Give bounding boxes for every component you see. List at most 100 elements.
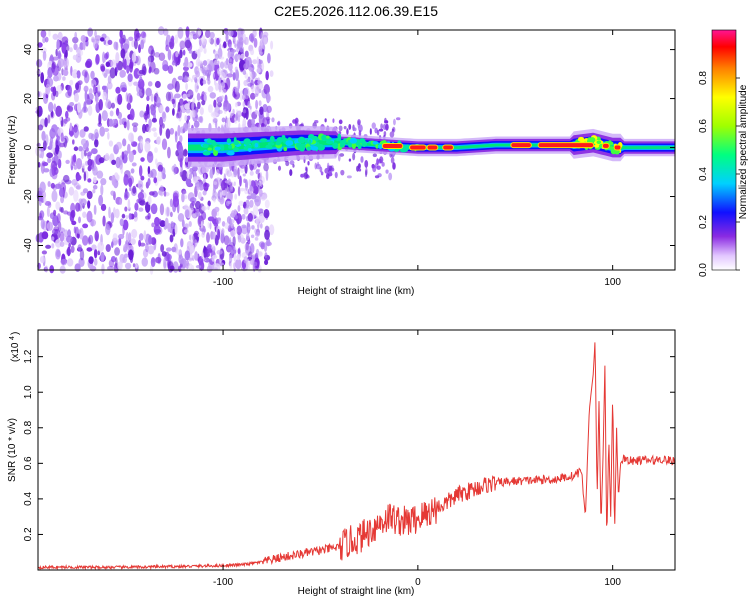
spectrogram-noise-mark: [216, 249, 223, 255]
spectrogram-noise-mark: [63, 58, 68, 66]
spectrogram-noise-mark: [231, 173, 235, 178]
spectrogram-noise-mark: [224, 222, 230, 230]
spectrogram-noise-mark: [253, 93, 259, 97]
spectrogram-noise-mark: [338, 119, 343, 125]
spectrogram-noise-mark: [82, 235, 89, 246]
spectrogram-noise-mark: [115, 60, 119, 73]
spectrogram-noise-mark: [258, 45, 262, 54]
spectrogram-noise-mark: [154, 228, 162, 234]
spectrogram-noise-mark: [358, 163, 361, 169]
spectrogram-noise-mark: [241, 224, 247, 229]
spectrogram-noise-mark: [154, 80, 161, 88]
spectrogram-noise-mark: [106, 81, 113, 90]
spectrogram-noise-mark: [54, 183, 62, 190]
spectrogram-noise-mark: [75, 202, 81, 212]
spectrogram-noise-mark: [48, 60, 53, 66]
spectrogram-noise-mark: [201, 91, 207, 95]
spectrogram-noise-mark: [385, 123, 389, 131]
spectrogram-noise-mark: [98, 194, 104, 206]
spectrogram-noise-mark: [247, 212, 253, 222]
colorbar-ticks: 0.0 0.2 0.4 0.6 0.8: [698, 71, 740, 277]
spectrogram-noise-mark: [376, 158, 380, 166]
spectrogram-noise-mark: [93, 38, 98, 49]
snr-y-tick-label: 0.4: [23, 492, 34, 506]
spectrogram-noise-mark: [61, 36, 69, 45]
spectrogram-noise-mark: [207, 85, 214, 93]
spectrogram-noise-mark: [223, 108, 227, 115]
spectrogram-noise-mark: [188, 173, 193, 180]
spectrogram-noise-mark: [117, 93, 123, 105]
snr-x-label: Height of straight line (km): [298, 586, 415, 597]
spectrogram-noise-mark: [117, 233, 125, 240]
spectrogram-noise-mark: [234, 88, 239, 93]
spectrogram-noise-mark: [55, 201, 61, 210]
spectrogram-noise-mark: [193, 171, 196, 178]
spectrogram-noise-mark: [314, 162, 318, 170]
spectrogram-noise-mark: [232, 37, 236, 41]
spectrogram-ridge-mark: [269, 145, 273, 150]
spectrogram-noise-mark: [258, 213, 265, 224]
spectrogram-noise-mark: [197, 116, 203, 123]
spectrogram-noise-mark: [199, 60, 203, 64]
spectrogram-noise-mark: [73, 164, 78, 170]
spectrogram-noise-mark: [150, 237, 157, 245]
spectrogram-noise-mark: [119, 253, 125, 264]
spectrogram-noise-mark: [364, 160, 369, 168]
spectrogram-noise-mark: [56, 39, 60, 50]
spectrogram-noise-mark: [129, 108, 135, 121]
spectrogram-ridge-mark: [281, 134, 286, 140]
spectrogram-noise-mark: [157, 252, 161, 263]
spectrogram-noise-mark: [101, 110, 108, 122]
spectrogram-noise-mark: [260, 32, 263, 43]
spectrogram-noise-mark: [188, 257, 194, 261]
spectrogram-noise-mark: [51, 236, 55, 241]
spectrogram-noise-mark: [57, 31, 63, 41]
spectrogram-noise-mark: [208, 37, 211, 43]
spectrogram-noise-mark: [202, 79, 207, 85]
spectrogram-noise-mark: [76, 102, 82, 113]
spectrogram-noise-mark: [165, 91, 172, 102]
spectrogram-noise-mark: [229, 263, 233, 270]
spectrogram-noise-mark: [97, 83, 100, 93]
spectrogram-noise-mark: [40, 147, 45, 159]
spectrogram-peak-mark: [443, 145, 453, 150]
spectrogram-noise-mark: [195, 58, 201, 67]
spectrogram-noise-mark: [220, 229, 224, 238]
spectrogram-noise-mark: [87, 151, 93, 156]
spectrogram-noise-mark: [255, 169, 260, 175]
spectrogram-noise-mark: [47, 67, 53, 79]
spectrogram-noise-mark: [147, 81, 153, 87]
spectrogram-noise-mark: [177, 75, 184, 81]
spectrogram-noise-mark: [213, 181, 218, 186]
spectrogram-peak-mark: [538, 143, 594, 148]
spectrogram-noise-mark: [87, 178, 92, 183]
spectrogram-noise-mark: [379, 156, 384, 164]
spectrogram-noise-mark: [147, 56, 152, 68]
spectrogram-ridge-mark: [299, 144, 306, 152]
spectrogram-noise-mark: [219, 43, 222, 50]
spectrogram-noise-mark: [250, 118, 256, 125]
spectrogram-noise-mark: [241, 111, 245, 117]
spectrogram-noise-mark: [391, 128, 395, 132]
spectrogram-noise-mark: [242, 109, 247, 114]
spectrogram-noise-mark: [199, 181, 203, 188]
spectrogram-noise-mark: [80, 198, 87, 206]
spectrogram-noise-mark: [250, 234, 255, 239]
spectrogram-noise-mark: [239, 46, 245, 53]
spectrogram-noise-mark: [172, 195, 179, 208]
spectrogram-noise-mark: [183, 122, 189, 132]
spectrogram-noise-mark: [236, 47, 239, 53]
spectrogram-noise-mark: [55, 90, 59, 98]
colorbar-gradient: [712, 30, 736, 270]
spectrogram-noise-mark: [216, 68, 222, 75]
spectrogram-noise-mark: [214, 53, 219, 60]
spectrogram-noise-mark: [81, 163, 86, 169]
spectrogram-noise-mark: [238, 36, 244, 46]
spectrogram-noise-mark: [101, 85, 107, 91]
spectrogram-noise-mark: [51, 243, 55, 249]
spectrogram-noise-mark: [153, 177, 158, 184]
spectrogram-noise-mark: [165, 34, 171, 44]
snr-panel: -100 0 100 0.2 0.4 0.6 0.8 1.0 1.2 Height of st…: [7, 329, 676, 597]
spectrogram-noise-mark: [390, 156, 395, 164]
spectrogram-noise-mark: [241, 94, 246, 101]
